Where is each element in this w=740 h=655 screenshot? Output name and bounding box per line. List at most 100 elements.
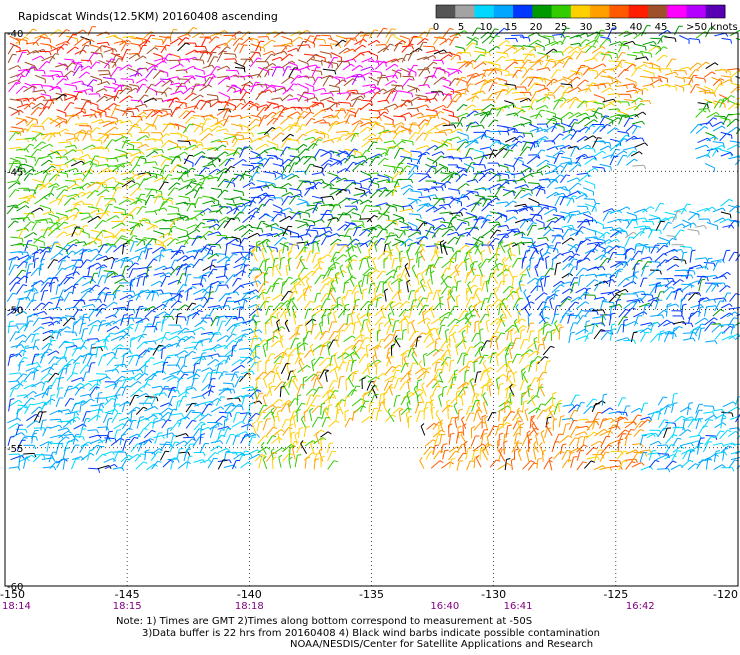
wind-barb-tick — [386, 63, 387, 67]
wind-barb-tick — [478, 172, 482, 173]
wind-barb-tick — [67, 174, 68, 178]
wind-barb-tick — [227, 260, 231, 261]
wind-barb-tick — [307, 30, 310, 32]
wind-barb-tick — [13, 54, 17, 55]
wind-barb-tick — [83, 30, 86, 33]
map-area — [5, 26, 740, 587]
wind-barb-tick — [500, 65, 501, 69]
wind-barb-tick — [645, 47, 646, 51]
wind-barb-tick — [261, 117, 262, 121]
wind-barb — [384, 124, 394, 125]
wind-barb — [80, 213, 89, 214]
wind-barb-tick — [243, 247, 244, 251]
wind-barb-tick — [574, 123, 578, 124]
wind-barb-tick — [600, 35, 604, 36]
wind-barb-tick — [411, 102, 412, 106]
wind-barb-tick — [285, 214, 286, 218]
wind-barb — [224, 59, 235, 60]
wind-barb — [359, 219, 370, 220]
wind-barb — [377, 77, 387, 78]
wind-barb-tick — [545, 80, 546, 84]
wind-barb-tick — [141, 156, 145, 157]
wind-barb-tick — [668, 223, 672, 224]
wind-barb-tick — [541, 110, 545, 111]
wind-barb — [513, 46, 523, 47]
wind-barb-tick — [569, 58, 573, 59]
wind-barb-tick — [310, 164, 314, 165]
wind-barb-tick — [204, 71, 205, 75]
legend-swatch — [571, 5, 591, 18]
wind-barb-tick — [229, 100, 233, 101]
wind-barb-tick — [317, 236, 321, 237]
wind-barb-tick — [536, 91, 540, 92]
wind-barb-tick — [423, 42, 427, 43]
wind-barb-tick — [549, 92, 553, 93]
wind-barb-tick — [463, 117, 467, 118]
wind-barb-tick — [355, 151, 356, 155]
wind-barb-tick — [54, 100, 58, 101]
wind-barb-tick — [223, 172, 227, 173]
wind-barb-tick — [398, 70, 402, 71]
wind-barb — [128, 149, 140, 150]
wind-barb-tick — [37, 246, 38, 250]
wind-barb-tick — [318, 140, 322, 141]
legend-swatch — [706, 5, 726, 18]
wind-barb-tick — [50, 39, 51, 43]
wind-barb-tick — [80, 133, 84, 134]
wind-barb-tick — [503, 89, 507, 90]
wind-barb-tick — [486, 130, 490, 131]
wind-barb-tick — [696, 85, 700, 86]
wind-barb-tick — [413, 142, 414, 146]
wind-barb-tick — [405, 231, 406, 235]
wind-barb-tick — [150, 195, 154, 196]
wind-barb — [473, 164, 484, 165]
wind-barb-tick — [358, 74, 362, 75]
wind-barb — [568, 163, 579, 164]
wind-barb-tick — [33, 29, 37, 31]
wind-barb-tick — [145, 159, 146, 163]
wind-barb-tick — [86, 102, 90, 103]
wind-barb-tick — [126, 43, 130, 44]
wind-barb-tick — [652, 64, 653, 68]
legend-label: >50 knots — [686, 22, 738, 33]
wind-barb-tick — [239, 206, 243, 207]
wind-barb-tick — [14, 45, 18, 46]
wind-barb — [447, 149, 458, 150]
wind-barb-tick — [572, 215, 576, 216]
wind-barb-tick — [204, 51, 208, 52]
wind-barb-tick — [461, 236, 465, 237]
wind-barb-tick — [21, 76, 25, 77]
wind-barb-tick — [534, 144, 535, 148]
wind-barb-tick — [63, 195, 67, 196]
wind-barb-tick — [455, 37, 459, 38]
legend-swatch — [436, 5, 456, 18]
wind-barb-tick — [351, 92, 355, 93]
legend-label: 40 — [630, 22, 643, 33]
wind-barb — [714, 116, 725, 117]
wind-barb-tick — [719, 85, 723, 86]
wind-barb — [34, 70, 44, 71]
wind-barb-tick — [502, 107, 506, 108]
wind-barb-tick — [102, 182, 106, 183]
wind-barb-tick — [565, 92, 569, 93]
wind-barb — [10, 131, 20, 132]
wind-barb-tick — [429, 133, 433, 134]
wind-barb-tick — [287, 165, 291, 166]
wind-barb-tick — [233, 178, 237, 179]
legend-swatch — [609, 5, 629, 18]
wind-barb-tick — [366, 205, 370, 206]
legend-swatch — [475, 5, 495, 18]
wind-barb-tick — [495, 29, 499, 30]
wind-barb-tick — [527, 142, 531, 143]
wind-barb-tick — [559, 100, 563, 101]
wind-barb — [472, 109, 482, 110]
wind-barb-tick — [193, 28, 197, 30]
wind-barb-tick — [431, 227, 435, 228]
wind-barb-tick — [708, 102, 712, 103]
wind-barb — [632, 165, 644, 166]
legend-swatch — [686, 5, 706, 18]
wind-barb — [386, 182, 397, 183]
wind-barb-tick — [205, 77, 206, 81]
wind-barb-tick — [438, 91, 442, 92]
